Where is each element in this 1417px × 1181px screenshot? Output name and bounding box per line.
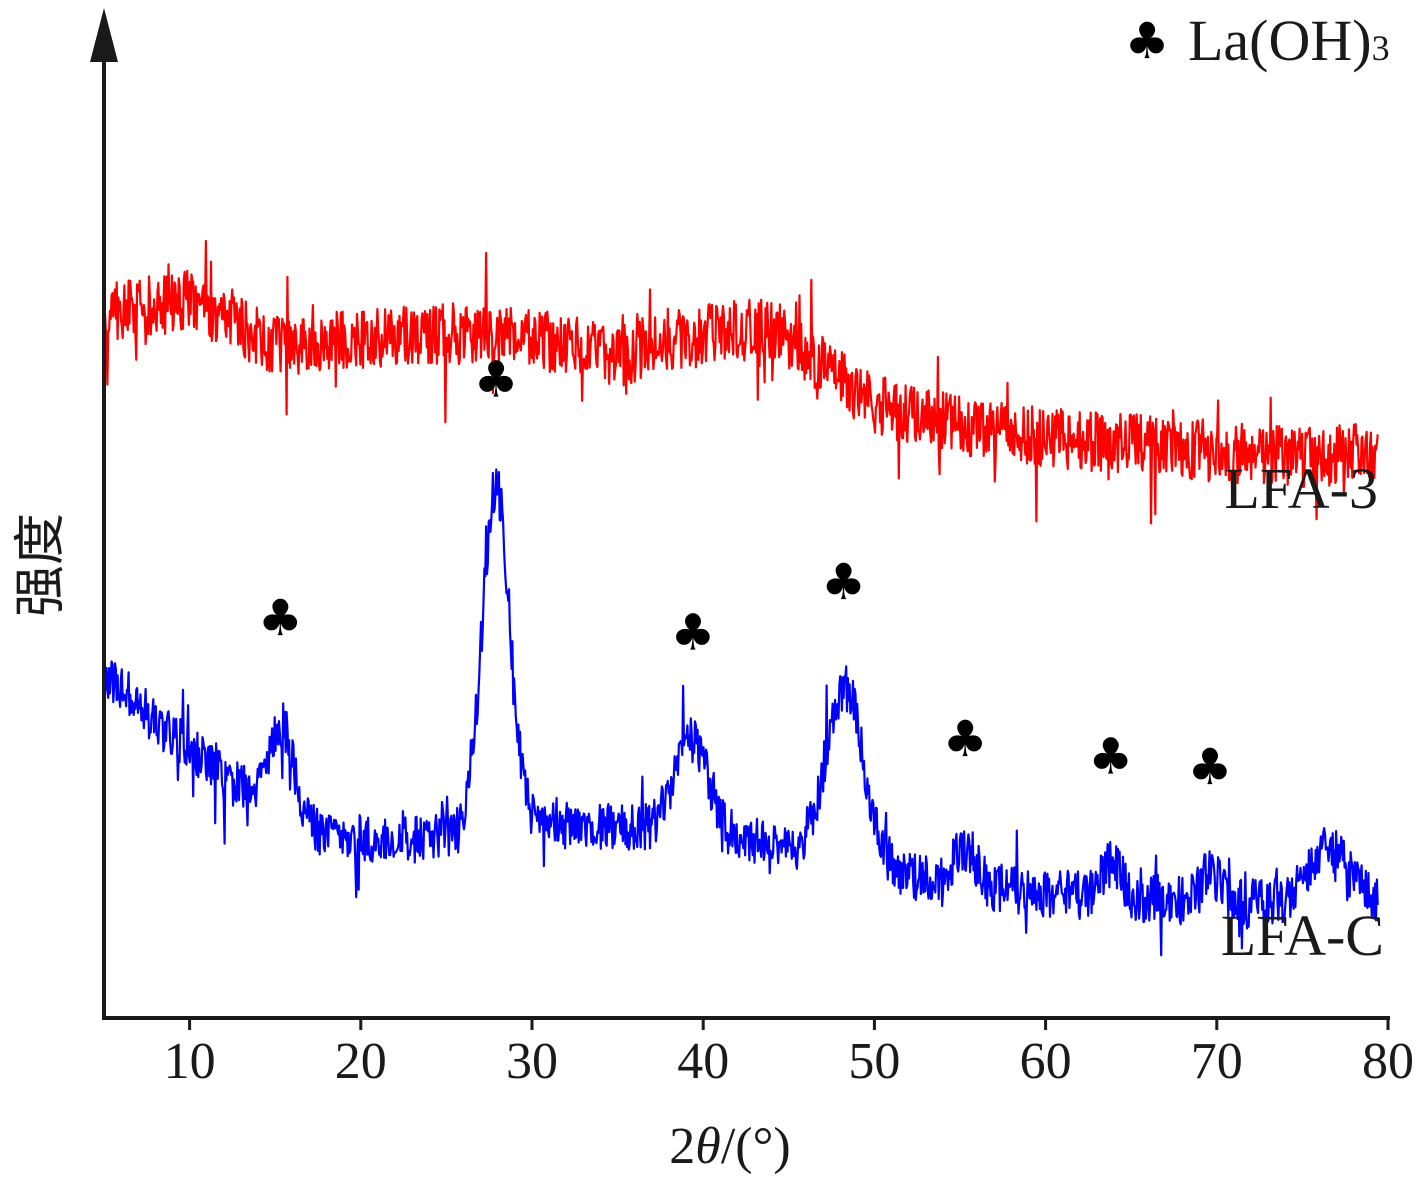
legend-label: La(OH)3 (1188, 8, 1390, 73)
x-axis-title: 2θ/(°) (669, 1118, 790, 1175)
peak-marker-layer: ♣ ♣ ♣ ♣ ♣ ♣ ♣ (258, 351, 1232, 796)
x-tick-layer: 10 20 30 40 50 60 70 80 (164, 1018, 1414, 1090)
x-tick-label: 10 (164, 1033, 216, 1090)
peak-marker-club-icon: ♣ (1188, 738, 1233, 796)
legend-club-icon: ♣ (1125, 12, 1170, 70)
peak-marker-club-icon: ♣ (1088, 728, 1133, 786)
x-tick-label: 60 (1020, 1033, 1072, 1090)
series-line-lfa-3 (102, 239, 1379, 525)
x-tick-label: 40 (677, 1033, 729, 1090)
peak-marker-club-icon: ♣ (943, 710, 988, 768)
x-tick-label: 70 (1191, 1033, 1243, 1090)
y-axis-title: 强度 (13, 513, 70, 617)
series-line-lfa-c (102, 468, 1379, 957)
y-axis-arrow-icon (90, 8, 118, 62)
x-tick-label: 30 (506, 1033, 558, 1090)
series-label-lfa-3: LFA-3 (1224, 456, 1378, 521)
peak-marker-club-icon: ♣ (821, 553, 866, 611)
x-tick-label: 80 (1362, 1033, 1414, 1090)
x-tick-label: 20 (335, 1033, 387, 1090)
x-tick-label: 50 (848, 1033, 900, 1090)
peak-marker-club-icon: ♣ (258, 589, 303, 647)
series-layer (102, 239, 1379, 957)
peak-marker-club-icon: ♣ (474, 351, 519, 409)
peak-marker-club-icon: ♣ (671, 604, 716, 662)
series-label-lfa-c: LFA-C (1221, 903, 1384, 968)
